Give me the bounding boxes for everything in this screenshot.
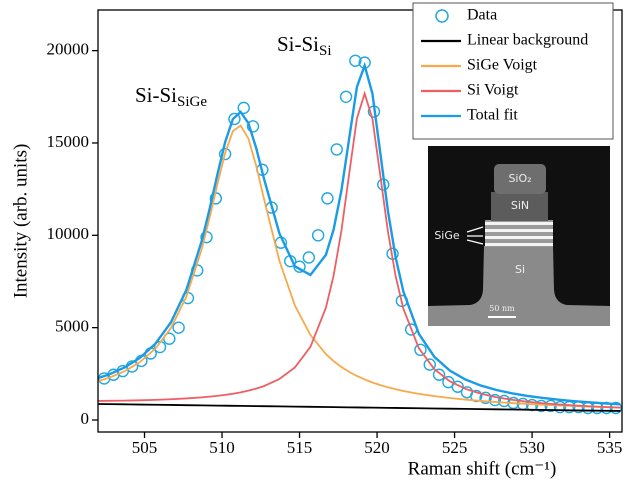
data-point [322,193,333,204]
inset-label: SiGe [434,229,460,242]
inset-label: Si [515,263,525,276]
y-tick-label: 5000 [55,317,89,336]
data-point [331,144,342,155]
inset-sige-layer [485,222,553,225]
legend-label: Si Voigt [467,82,519,99]
inset-sige-layer [485,243,553,246]
inset-scale-bar [488,316,516,318]
data-point [341,91,352,102]
inset-label: SiO₂ [508,172,531,185]
data-point [173,322,184,333]
peak-annotation: Si-SiSiGe [135,83,207,111]
inset-sige-layer [485,229,553,232]
inset-label: SiN [511,199,529,212]
annotation-text: Si-Si [277,32,319,56]
chart: SiO₂ SiN SiGe Si 50 nm Raman shift (cm⁻¹… [0,0,626,485]
peak-annotation: Si-SiSi [277,32,332,60]
annotation-subscript: SiGe [177,94,207,110]
x-tick-label: 510 [209,438,235,457]
y-tick-label: 20000 [47,40,90,59]
data-point [303,252,314,263]
x-tick-label: 520 [364,438,390,457]
y-tick-label: 0 [81,409,90,428]
inset-scale-label: 50 nm [489,304,515,313]
inset-sige-layer [485,236,553,239]
y-axis-title: Intensity (arb. units) [10,144,31,299]
x-tick-label: 525 [442,438,468,457]
legend-label: Total fit [467,107,518,124]
y-tick-label: 15000 [47,132,90,151]
legend-label: Data [467,7,497,24]
x-tick-label: 515 [287,438,313,457]
annotation-subscript: Si [319,43,332,59]
legend-label: Linear background [467,32,588,49]
data-point [313,230,324,241]
x-tick-label: 535 [597,438,623,457]
x-axis-title: Raman shift (cm⁻¹) [408,458,557,479]
inset-image: SiO₂ SiN SiGe Si 50 nm [428,146,610,326]
x-tick-label: 505 [132,438,158,457]
legend-label: SiGe Voigt [467,57,538,74]
y-tick-label: 10000 [47,224,90,243]
x-tick-label: 530 [519,438,545,457]
annotation-text: Si-Si [135,83,177,107]
